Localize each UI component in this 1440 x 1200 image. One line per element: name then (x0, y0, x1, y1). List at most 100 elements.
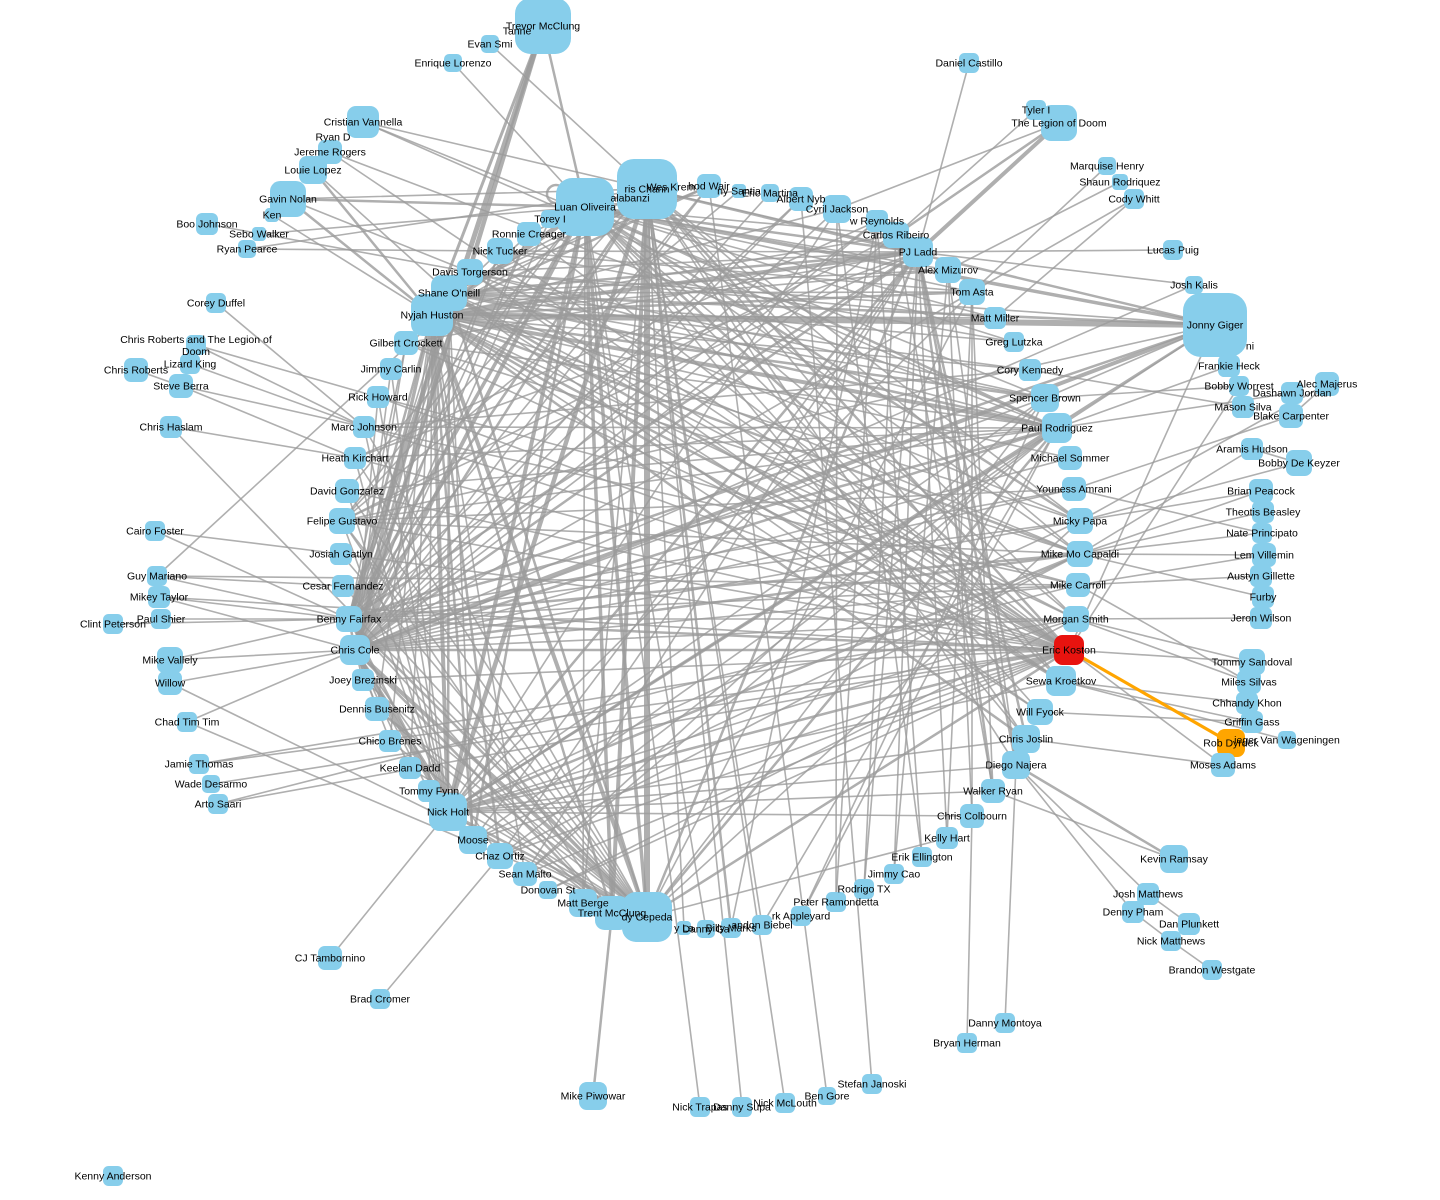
node-morgan[interactable] (1063, 606, 1089, 632)
node-jamie[interactable] (189, 754, 209, 774)
node-lizard[interactable] (180, 354, 200, 374)
node-duffel[interactable] (206, 293, 226, 313)
node-joslin[interactable] (1012, 725, 1040, 753)
node-erike[interactable] (912, 847, 932, 867)
node-kelly[interactable] (936, 827, 958, 849)
node-codyw[interactable] (1124, 189, 1144, 209)
node-moses[interactable] (1211, 753, 1235, 777)
node-gilbert[interactable] (394, 331, 418, 355)
node-pearce[interactable] (238, 240, 256, 258)
node-luan[interactable] (556, 178, 614, 236)
node-cyril[interactable] (823, 195, 851, 223)
node-westgate[interactable] (1202, 960, 1222, 980)
node-trevor[interactable] (515, 0, 571, 54)
node-ishod[interactable] (697, 174, 721, 198)
node-kenny[interactable] (103, 1166, 123, 1186)
node-mason[interactable] (1232, 396, 1254, 418)
node-austyn[interactable] (1250, 565, 1272, 587)
node-dyrdek[interactable] (1217, 729, 1245, 757)
node-spencer[interactable] (1031, 384, 1059, 412)
node-trent[interactable] (595, 896, 629, 930)
node-enrique[interactable] (444, 54, 462, 72)
node-torey[interactable] (541, 210, 559, 228)
node-biebel[interactable] (752, 915, 772, 935)
node-nholt[interactable] (429, 793, 467, 831)
node-peacock[interactable] (1249, 479, 1273, 503)
node-joshm[interactable] (1137, 883, 1159, 905)
node-cole[interactable] (340, 635, 370, 665)
node-mattm[interactable] (984, 307, 1006, 329)
node-legion[interactable] (1041, 105, 1077, 141)
node-cjtam[interactable] (318, 946, 342, 970)
node-ronnie[interactable] (517, 222, 541, 246)
node-aramis[interactable] (1241, 438, 1263, 460)
node-peterr[interactable] (826, 892, 846, 912)
node-mikemo[interactable] (1067, 541, 1093, 567)
node-cristian[interactable] (347, 106, 379, 138)
node-sewa[interactable] (1046, 666, 1076, 696)
node-mattb[interactable] (569, 889, 597, 917)
node-mikeyt[interactable] (148, 586, 170, 608)
node-felipe[interactable] (329, 508, 355, 534)
node-majerus[interactable] (1315, 372, 1339, 396)
node-pjladd[interactable] (903, 237, 933, 267)
node-plunkett[interactable] (1178, 913, 1200, 935)
node-haslam[interactable] (160, 416, 182, 438)
node-cairo[interactable] (145, 521, 165, 541)
node-crlegion[interactable] (186, 335, 206, 355)
node-tyler[interactable] (1026, 100, 1046, 120)
node-furby[interactable] (1252, 586, 1274, 608)
node-fyock[interactable] (1027, 699, 1053, 725)
node-cromer[interactable] (370, 989, 390, 1009)
node-reynolds[interactable] (866, 210, 888, 232)
node-chhandy[interactable] (1236, 692, 1258, 714)
node-gavin[interactable] (270, 181, 306, 217)
node-dashawn[interactable] (1281, 382, 1303, 404)
node-sandoval[interactable] (1239, 649, 1265, 675)
node-appleyard[interactable] (791, 906, 811, 926)
node-greg[interactable] (1004, 332, 1024, 352)
node-benny[interactable] (336, 606, 362, 632)
node-ken[interactable] (265, 208, 279, 222)
node-chad[interactable] (177, 712, 197, 732)
node-ramsay[interactable] (1160, 845, 1188, 873)
node-albert[interactable] (789, 187, 813, 211)
node-shaunr[interactable] (1112, 174, 1128, 190)
node-berra[interactable] (169, 374, 193, 398)
node-blake[interactable] (1279, 404, 1303, 428)
node-manny[interactable] (732, 184, 746, 198)
node-nickm[interactable] (1161, 931, 1181, 951)
node-prod[interactable] (1042, 413, 1072, 443)
node-dannyga[interactable] (697, 920, 715, 938)
node-billy[interactable] (721, 918, 741, 938)
node-micky[interactable] (1067, 508, 1093, 534)
node-josiah[interactable] (330, 543, 352, 565)
node-ntucker[interactable] (487, 238, 513, 264)
node-martina[interactable] (761, 184, 779, 202)
node-carlos[interactable] (883, 222, 909, 248)
node-youness[interactable] (1062, 477, 1086, 501)
node-bengore[interactable] (818, 1087, 836, 1105)
node-nyjah[interactable] (411, 294, 453, 336)
node-kalis[interactable] (1185, 276, 1203, 294)
node-chico[interactable] (379, 730, 401, 752)
node-croberts[interactable] (124, 358, 148, 382)
node-donovan[interactable] (539, 881, 557, 899)
node-joeyb[interactable] (352, 669, 374, 691)
node-castillo[interactable] (959, 53, 979, 73)
node-montoya[interactable] (995, 1013, 1015, 1033)
node-trapasso[interactable] (690, 1097, 710, 1117)
node-guy[interactable] (147, 566, 167, 586)
node-moose[interactable] (459, 826, 487, 854)
node-koston[interactable] (1054, 635, 1084, 665)
node-heath[interactable] (344, 447, 366, 469)
node-piwowar[interactable] (579, 1082, 607, 1110)
node-denny[interactable] (1122, 901, 1144, 923)
node-supa[interactable] (732, 1097, 752, 1117)
node-tomasta[interactable] (959, 279, 985, 305)
node-theotis[interactable] (1252, 501, 1274, 523)
node-coryk[interactable] (1019, 359, 1041, 381)
node-willow[interactable] (158, 671, 182, 695)
node-wes[interactable] (664, 180, 678, 194)
